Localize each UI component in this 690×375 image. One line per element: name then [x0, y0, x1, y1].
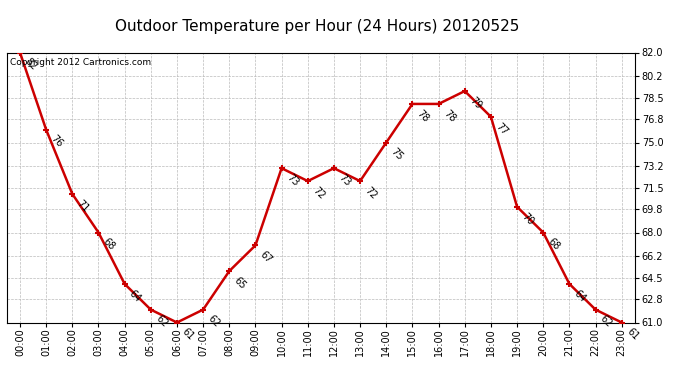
Text: 65: 65 — [232, 275, 248, 291]
Text: 76: 76 — [49, 134, 65, 150]
Text: 64: 64 — [128, 288, 143, 304]
Text: 71: 71 — [75, 198, 91, 214]
Text: 73: 73 — [284, 172, 300, 188]
Text: 68: 68 — [546, 237, 562, 252]
Text: 77: 77 — [493, 121, 510, 137]
Text: 64: 64 — [572, 288, 588, 304]
Text: 62: 62 — [206, 314, 221, 330]
Text: 62: 62 — [154, 314, 169, 330]
Text: 73: 73 — [337, 172, 353, 188]
Text: 72: 72 — [363, 185, 379, 201]
Text: 78: 78 — [442, 108, 457, 124]
Text: 78: 78 — [415, 108, 431, 124]
Text: Copyright 2012 Cartronics.com: Copyright 2012 Cartronics.com — [10, 58, 151, 67]
Text: 72: 72 — [310, 185, 326, 201]
Text: 68: 68 — [101, 237, 117, 252]
Text: 61: 61 — [624, 327, 640, 342]
Text: 79: 79 — [468, 95, 483, 111]
Text: 70: 70 — [520, 211, 535, 227]
Text: 61: 61 — [179, 327, 195, 342]
Text: 62: 62 — [598, 314, 614, 330]
Text: 67: 67 — [258, 249, 274, 266]
Text: 82: 82 — [23, 57, 39, 72]
Text: Outdoor Temperature per Hour (24 Hours) 20120525: Outdoor Temperature per Hour (24 Hours) … — [115, 19, 520, 34]
Text: 75: 75 — [389, 147, 405, 163]
